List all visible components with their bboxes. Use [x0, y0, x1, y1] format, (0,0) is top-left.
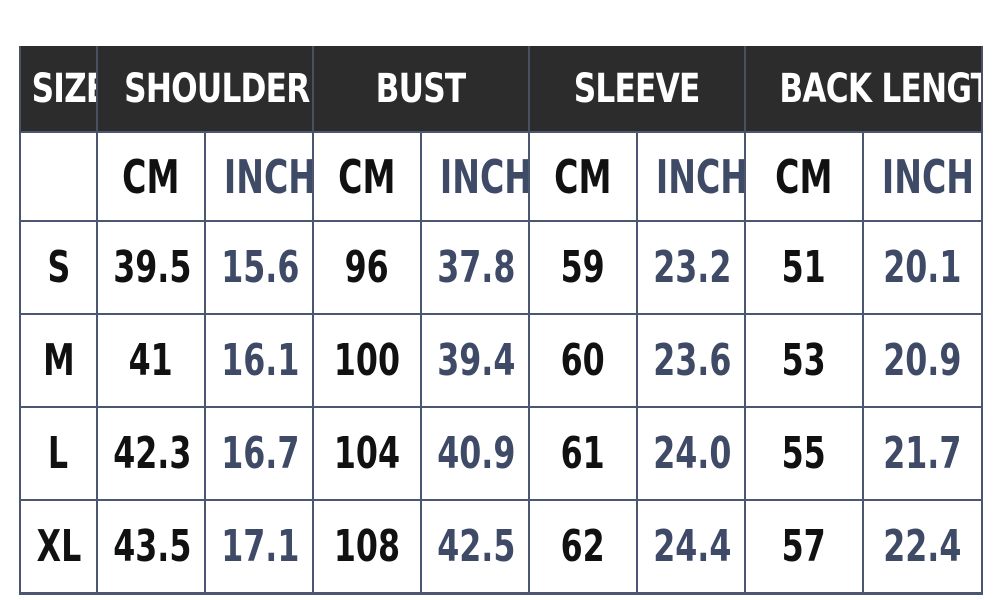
value-cell: 16.1 — [204, 313, 314, 408]
value-cell: 22.4 — [862, 499, 984, 595]
header-size: SIZE — [19, 46, 98, 132]
unit-cell: CM — [312, 131, 422, 222]
table-row: L 42.3 16.7 104 40.9 61 24.0 55 21.7 — [19, 406, 984, 501]
unit-cell: INCH — [204, 131, 314, 222]
value-cell: 15.6 — [204, 220, 314, 315]
header-shoulder: SHOULDER — [96, 46, 314, 132]
value-cell: 104 — [312, 406, 422, 501]
value-cell: 60 — [528, 313, 638, 408]
value-cell: 20.1 — [862, 220, 984, 315]
value-cell: 37.8 — [420, 220, 530, 315]
value-cell: 42.3 — [96, 406, 206, 501]
header-row: SIZE SHOULDER BUST SLEEVE BACK LENGTH — [19, 46, 984, 132]
unit-cell: INCH — [420, 131, 530, 222]
unit-cell: CM — [744, 131, 865, 222]
value-cell: 62 — [528, 499, 638, 595]
value-cell: 17.1 — [204, 499, 314, 595]
size-label: M — [19, 313, 98, 408]
header-sleeve: SLEEVE — [527, 46, 747, 132]
value-cell: 42.5 — [420, 499, 530, 595]
table-row: M 41 16.1 100 39.4 60 23.6 53 20.9 — [19, 313, 984, 408]
value-cell: 23.6 — [635, 313, 747, 408]
header-bust: BUST — [312, 46, 530, 132]
unit-row: CM INCH CM INCH CM INCH CM INCH — [19, 131, 984, 222]
header-back-length: BACK LENGTH — [744, 46, 984, 132]
value-cell: 24.4 — [635, 499, 747, 595]
unit-cell: CM — [528, 131, 638, 222]
value-cell: 20.9 — [862, 313, 984, 408]
value-cell: 96 — [312, 220, 422, 315]
value-cell: 59 — [528, 220, 638, 315]
value-cell: 43.5 — [96, 499, 206, 595]
unit-cell: INCH — [862, 131, 984, 222]
value-cell: 21.7 — [862, 406, 984, 501]
size-label: L — [19, 406, 98, 501]
value-cell: 108 — [312, 499, 422, 595]
value-cell: 16.7 — [204, 406, 314, 501]
value-cell: 24.0 — [635, 406, 747, 501]
table-row: XL 43.5 17.1 108 42.5 62 24.4 57 22.4 — [19, 499, 984, 595]
size-label: S — [19, 220, 98, 315]
unit-cell: CM — [96, 131, 206, 222]
value-cell: 51 — [744, 220, 865, 315]
value-cell: 41 — [96, 313, 206, 408]
table-row: S 39.5 15.6 96 37.8 59 23.2 51 20.1 — [19, 220, 984, 315]
value-cell: 39.4 — [420, 313, 530, 408]
value-cell: 23.2 — [635, 220, 747, 315]
value-cell: 40.9 — [420, 406, 530, 501]
value-cell: 53 — [744, 313, 865, 408]
value-cell: 100 — [312, 313, 422, 408]
value-cell: 39.5 — [96, 220, 206, 315]
value-cell: 55 — [744, 406, 865, 501]
unit-cell-empty — [19, 131, 98, 222]
value-cell: 61 — [528, 406, 638, 501]
size-chart-table: SIZE SHOULDER BUST SLEEVE BACK LENGTH CM… — [19, 46, 984, 595]
size-label: XL — [19, 499, 98, 595]
unit-cell: INCH — [635, 131, 747, 222]
value-cell: 57 — [744, 499, 865, 595]
